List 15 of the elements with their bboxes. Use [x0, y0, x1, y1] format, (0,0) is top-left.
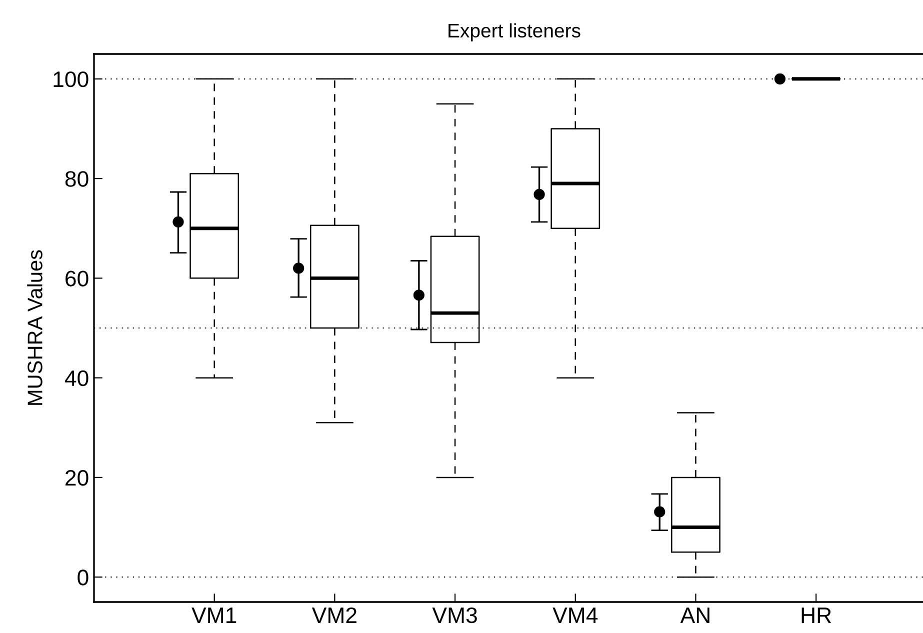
- x-tick-label: HR: [802, 608, 832, 623]
- x-tick-label: VM1: [192, 608, 236, 623]
- y-tick-label: 60: [66, 270, 88, 286]
- y-tick-label: 20: [66, 470, 88, 486]
- x-tick-label: AN: [680, 608, 710, 623]
- y-tick-label: 0: [78, 570, 88, 586]
- y-tick-label: 40: [64, 370, 88, 386]
- x-tick-label: VM3: [432, 607, 477, 624]
- point: [774, 73, 786, 84]
- y-tick-label: 100: [54, 71, 88, 88]
- y-tick-label: 80: [65, 171, 88, 187]
- x-tick-label: VM2: [312, 607, 356, 623]
- chart-title: Expert listeners: [448, 23, 580, 42]
- y-axis-title: MUSHRA Values: [27, 250, 42, 405]
- x-tick-label: VM4: [552, 608, 598, 623]
